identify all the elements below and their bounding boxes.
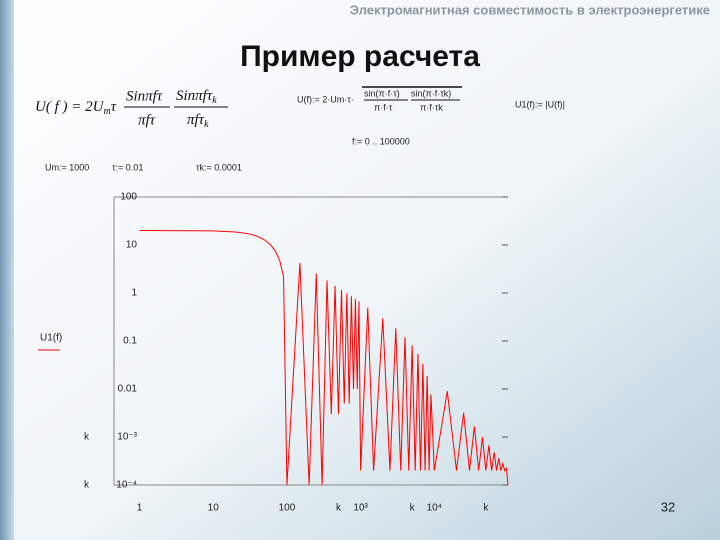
header: Электромагнитная совместимость в электро…	[350, 2, 710, 17]
mathcad-text: π·f·τ	[374, 102, 393, 112]
y-tick-label: 10⁻⁴	[116, 480, 137, 491]
y-side-label: k	[84, 480, 90, 491]
x-tick-label: 10⁴	[427, 503, 442, 514]
formula: U( f ) = 2Umτ Sinπfτ πfτ Sinπfτk πfτk	[35, 88, 228, 130]
mathcad-block: U(f):= 2·Um·τ· sin(π·f·τ) π·f·τ sin(π·f·…	[45, 86, 565, 172]
mathcad-text: U(f):= 2·Um·τ·	[297, 94, 354, 104]
y-tick-label: 100	[120, 192, 137, 203]
y-tick-label: 10⁻³	[117, 432, 137, 443]
formula-numerator: Sinπfτ	[126, 88, 163, 104]
slide-title: Пример расчета	[240, 40, 480, 73]
x-tick-label: 10	[208, 503, 220, 514]
formula-sub: k	[212, 95, 217, 106]
mathcad-text: Um:= 1000	[45, 162, 89, 172]
mathcad-text: τ:= 0.01	[112, 162, 143, 172]
x-tick-label: 10³	[353, 503, 368, 514]
formula-sub: m	[103, 106, 110, 117]
mathcad-text: sin(π·f·τk)	[411, 88, 451, 98]
x-tick-label: 1	[137, 503, 143, 514]
plot: 100 10 1 0.1 0.01 10⁻³ 10⁻⁴ k k 1 10 100 k 10³ k 10⁴ k U1…	[38, 192, 509, 514]
mathcad-text: U1(f):= |U(f)|	[515, 99, 565, 109]
y-tick-label: 1	[131, 288, 137, 299]
formula-text: U( f ) = 2U	[35, 99, 105, 115]
formula-text: Sinπfτ	[176, 88, 213, 104]
data-line	[139, 230, 509, 486]
page-number: 32	[661, 499, 675, 514]
formula-sub: k	[204, 119, 209, 130]
mathcad-text: τk:= 0.0001	[196, 162, 242, 172]
x-tick-label: k	[410, 503, 416, 514]
formula-denominator: πfτ	[138, 112, 156, 128]
side-bar	[0, 0, 14, 540]
legend-label: U1(f)	[40, 333, 62, 344]
y-side-label: k	[84, 432, 90, 443]
formula-text: πfτ	[187, 112, 205, 128]
formula-denominator: πfτk	[187, 112, 209, 130]
formula-numerator: Sinπfτk	[176, 88, 217, 106]
x-tick-label: k	[483, 503, 489, 514]
mathcad-text: π·f·τk	[420, 102, 443, 112]
mathcad-text: sin(π·f·τ)	[364, 88, 400, 98]
formula-text: τ	[111, 99, 117, 115]
x-tick-label: 100	[279, 503, 296, 514]
y-tick-label: 0.01	[118, 384, 138, 395]
y-tick-label: 10	[126, 240, 138, 251]
y-tick-label: 0.1	[123, 336, 137, 347]
mathcad-text: f:= 0 .. 100000	[352, 136, 410, 146]
formula-lhs: U( f ) = 2Umτ	[35, 99, 117, 117]
x-tick-label: k	[336, 503, 342, 514]
